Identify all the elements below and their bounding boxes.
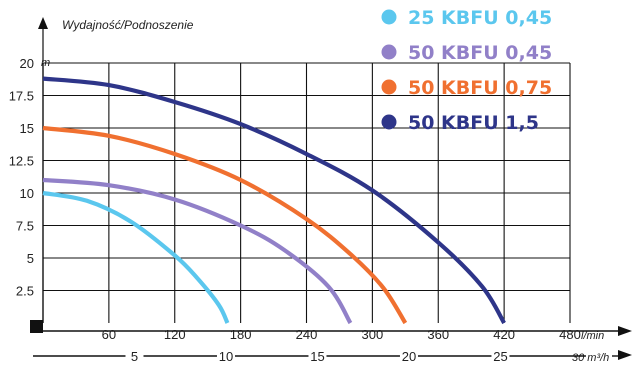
x-tick-label: 480 [559, 327, 581, 342]
x2-tick-label: 20 [402, 349, 416, 364]
x2-axis-unit: 30 m³/h [572, 352, 609, 364]
x2-tick-label: 15 [310, 349, 324, 364]
y-tick-label: 17.5 [9, 89, 34, 104]
y-tick-labels: 2.5 5 7.5 10 12.5 15 17.5 20 [9, 56, 34, 299]
x-tick-labels: 60 120 180 240 300 360 420 480 [102, 327, 581, 342]
legend-marker [381, 79, 397, 95]
chart-title: Wydajność/Podnoszenie [62, 18, 194, 32]
legend-label: 25 KBFU 0,45 [408, 7, 552, 29]
x-tick-label: 240 [296, 327, 318, 342]
legend-marker [381, 114, 397, 130]
x-tick-label: 360 [427, 327, 449, 342]
x-tick-label: 300 [362, 327, 384, 342]
secondary-x-axis: 5 10 15 20 25 [33, 349, 620, 364]
legend-label: 50 KBFU 0,45 [408, 42, 552, 64]
legend: 25 KBFU 0,45 50 KBFU 0,45 50 KBFU 0,75 50 K… [381, 7, 552, 134]
y-axis-arrow-icon [38, 17, 48, 29]
x-tick-label: 420 [493, 327, 515, 342]
legend-marker [381, 44, 397, 60]
x2-tick-label: 5 [131, 349, 138, 364]
y-tick-label: 5 [27, 251, 34, 266]
series-line-3 [42, 125, 408, 325]
series-line-2 [42, 177, 353, 325]
x-tick-label: 180 [230, 327, 252, 342]
legend-marker [381, 9, 397, 25]
legend-label: 50 KBFU 1,5 [408, 112, 539, 134]
x-axis-arrow-icon [618, 326, 632, 336]
x-tick-label: 60 [102, 327, 116, 342]
y-tick-label: 15 [20, 121, 34, 136]
series-line-1 [42, 190, 230, 324]
legend-label: 50 KBFU 0,75 [408, 77, 552, 99]
y-tick-label: 12.5 [9, 154, 34, 169]
grid [42, 62, 620, 332]
curves [42, 76, 506, 325]
x-tick-label: 120 [164, 327, 186, 342]
x2-tick-label: 10 [219, 349, 233, 364]
y-tick-label: 20 [20, 56, 34, 71]
x-axis-unit: l/min [581, 330, 604, 342]
x2-tick-label: 25 [493, 349, 507, 364]
series-line-4 [42, 76, 506, 325]
y-tick-label: 10 [20, 186, 34, 201]
y-tick-label: 7.5 [16, 219, 34, 234]
origin-marker [30, 320, 43, 333]
x2-axis-arrow-icon [618, 350, 632, 360]
y-tick-label: 2.5 [16, 284, 34, 299]
